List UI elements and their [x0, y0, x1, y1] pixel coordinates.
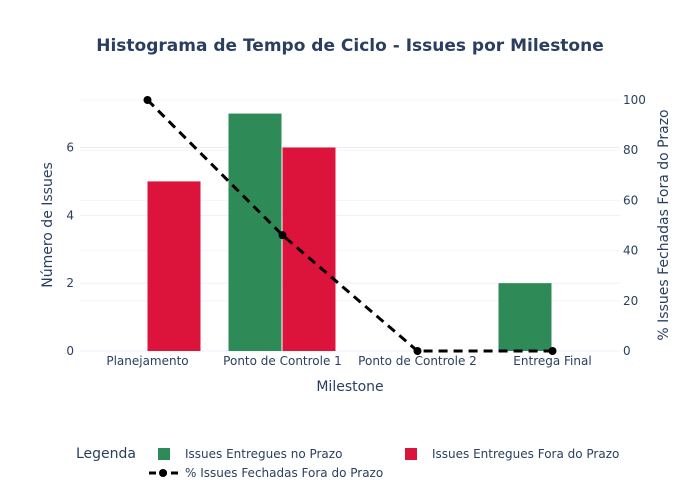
line-pct-late — [146, 98, 553, 353]
y-tick-label: 2 — [66, 276, 74, 290]
x-axis-ticks: Planejamento Ponto de Controle 1 Ponto de … — [106, 354, 591, 368]
y2-tick-label: 0 — [623, 344, 631, 358]
line-point-3 — [548, 347, 557, 355]
x-tick-label: Ponto de Controle 2 — [358, 354, 477, 368]
y2-tick-label: 40 — [623, 244, 638, 258]
y2-axis-title: % Issues Fechadas Fora do Prazo — [656, 109, 672, 340]
legend-label-0: Issues Entregues no Prazo — [185, 447, 342, 461]
y2-tick-label: 100 — [623, 93, 646, 107]
y-tick-label: 0 — [66, 344, 74, 358]
x-tick-label: Planejamento — [106, 354, 188, 368]
bar-late-1 — [282, 147, 336, 351]
chart-title: Histograma de Tempo de Ciclo - Issues po… — [96, 36, 604, 56]
legend-swatch-marker — [159, 469, 167, 477]
bar-on-time-1 — [228, 113, 282, 351]
legend-title: Legenda — [76, 446, 136, 462]
x-tick-label: Entrega Final — [513, 354, 591, 368]
y-axis-title: Número de Issues — [40, 162, 56, 288]
legend: Legenda Issues Entregues no Prazo Issues … — [76, 446, 619, 480]
line-point-0 — [143, 96, 152, 104]
x-axis-title: Milestone — [316, 379, 383, 395]
y-axis-ticks: 0 2 4 6 — [66, 140, 74, 358]
y2-axis-ticks: 0 20 40 60 80 100 — [623, 93, 646, 358]
y2-tick-label: 20 — [623, 294, 638, 308]
line-point-2 — [413, 347, 422, 355]
y-tick-label: 4 — [66, 208, 74, 222]
legend-label-1: Issues Entregues Fora do Prazo — [432, 447, 619, 461]
legend-label-2: % Issues Fechadas Fora do Prazo — [185, 466, 383, 480]
line-series-group — [143, 96, 557, 355]
y2-tick-label: 80 — [623, 143, 638, 157]
legend-swatch-0 — [158, 448, 170, 460]
bars-group — [147, 113, 552, 351]
x-tick-label: Ponto de Controle 1 — [223, 354, 342, 368]
bar-on-time-3 — [498, 283, 552, 351]
line-point-1 — [278, 231, 287, 240]
y-tick-label: 6 — [66, 140, 74, 154]
y2-tick-label: 60 — [623, 193, 638, 207]
bar-late-0 — [147, 181, 201, 351]
legend-swatch-1 — [405, 448, 417, 460]
